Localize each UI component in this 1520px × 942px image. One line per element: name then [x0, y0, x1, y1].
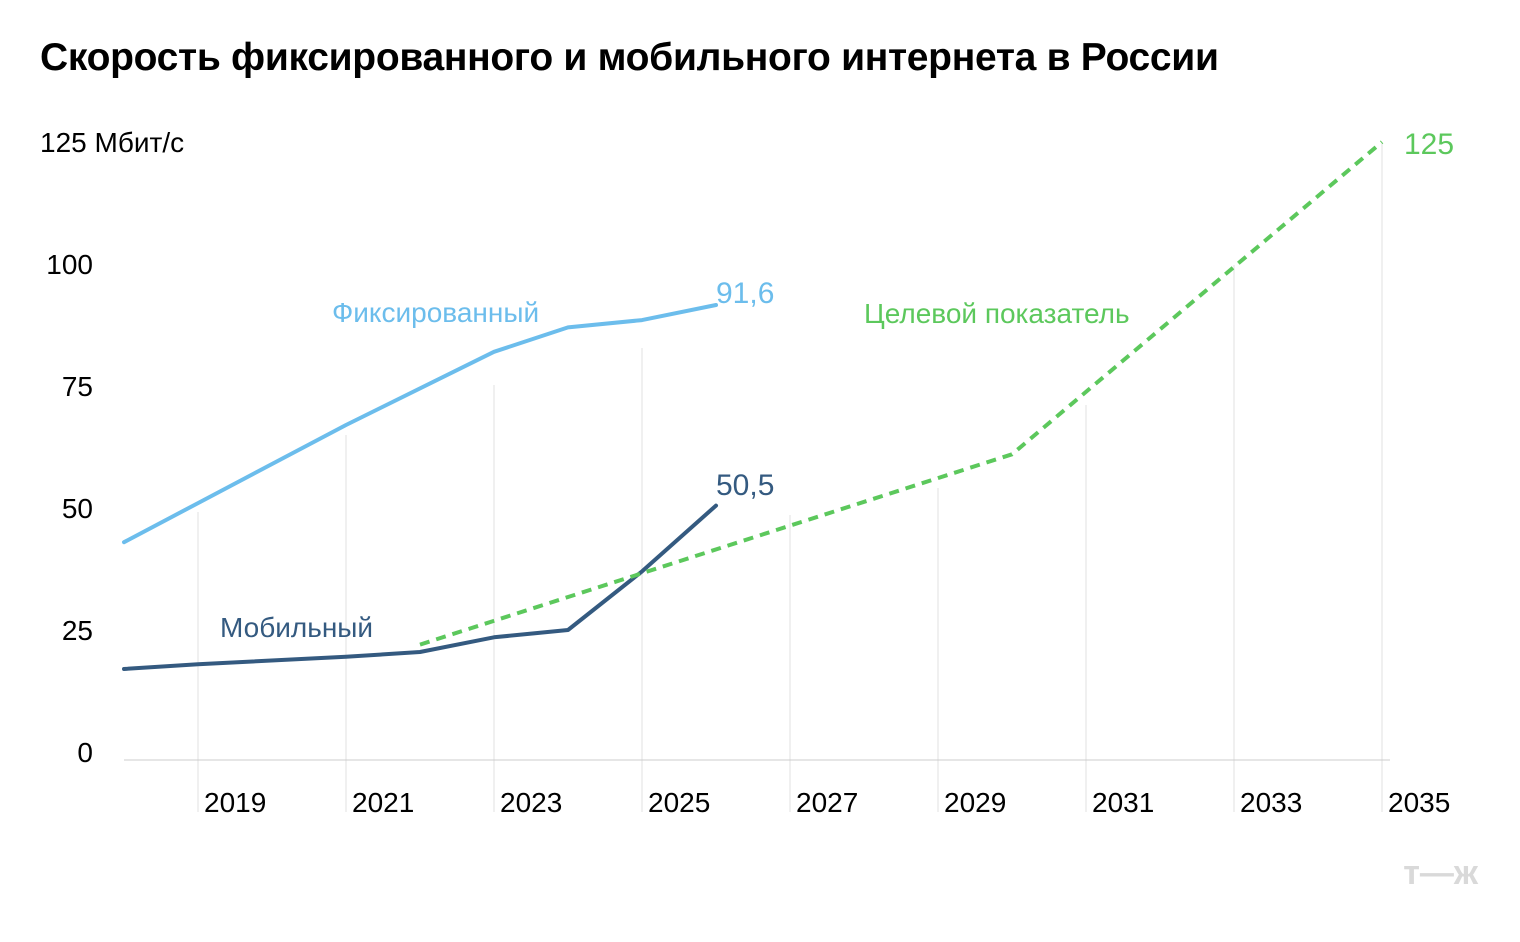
series-line-fixed	[122, 303, 718, 545]
x-tick-label-2025: 2025	[648, 787, 710, 818]
x-tick-label-2033: 2033	[1240, 787, 1302, 818]
series-line-mobile	[122, 503, 718, 671]
y-tick-label-100: 100	[46, 249, 93, 280]
y-axis-ticks: 0 25 50 75 100 125 Мбит/с	[40, 127, 184, 768]
series-name-fixed: Фиксированный	[332, 297, 539, 328]
series-name-target: Целевой показатель	[864, 298, 1130, 329]
brand-logo: т—ж	[1403, 854, 1479, 892]
x-tick-label-2027: 2027	[796, 787, 858, 818]
y-tick-label-50: 50	[62, 493, 93, 524]
y-tick-label-0: 0	[77, 737, 93, 768]
x-tick-label-2029: 2029	[944, 787, 1006, 818]
x-tick-label-2035: 2035	[1388, 787, 1450, 818]
y-tick-label-75: 75	[62, 371, 93, 402]
series-name-mobile: Мобильный	[220, 612, 373, 643]
x-tick-label-2023: 2023	[500, 787, 562, 818]
end-value-label-target: 125	[1404, 128, 1454, 161]
series-labels: Фиксированный 91,6 Мобильный 50,5 Целевой по…	[220, 128, 1454, 643]
series-line-target	[419, 140, 1384, 647]
grid-lines	[197, 142, 1383, 812]
chart-title: Скорость фиксированного и мобильного инт…	[40, 36, 1219, 79]
y-tick-label-125: 125 Мбит/с	[40, 127, 184, 158]
x-tick-label-2031: 2031	[1092, 787, 1154, 818]
series-lines	[122, 140, 1384, 671]
x-tick-label-2021: 2021	[352, 787, 414, 818]
y-tick-label-25: 25	[62, 615, 93, 646]
x-tick-label-2019: 2019	[204, 787, 266, 818]
x-axis-ticks: 2019 2021 2023 2025 2027 2029 2031 2033 2035	[204, 787, 1450, 818]
end-value-label-mobile: 50,5	[716, 469, 774, 502]
end-value-label-fixed: 91,6	[716, 277, 774, 310]
